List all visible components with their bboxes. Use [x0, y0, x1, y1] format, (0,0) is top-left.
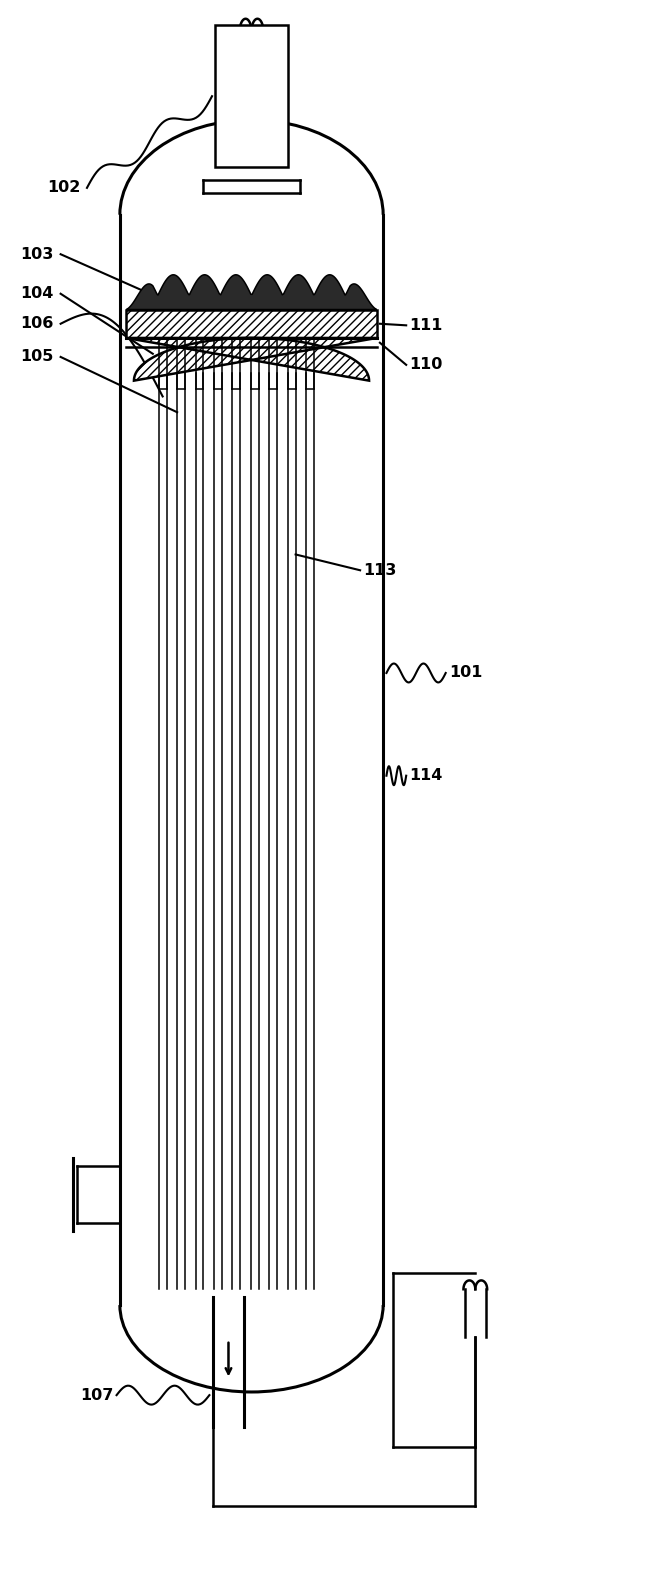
Text: 107: 107	[80, 1388, 113, 1403]
Text: 106: 106	[20, 317, 54, 331]
Polygon shape	[126, 310, 377, 339]
Text: 104: 104	[20, 287, 54, 301]
Text: 113: 113	[364, 564, 397, 578]
Text: 111: 111	[409, 318, 443, 332]
Text: 101: 101	[449, 665, 483, 681]
Text: 102: 102	[47, 180, 81, 195]
Polygon shape	[126, 275, 377, 310]
Text: 110: 110	[409, 358, 443, 372]
Polygon shape	[215, 25, 288, 168]
Polygon shape	[126, 339, 377, 380]
Text: 105: 105	[20, 350, 54, 364]
Text: 103: 103	[20, 247, 54, 261]
Text: 114: 114	[409, 768, 443, 784]
